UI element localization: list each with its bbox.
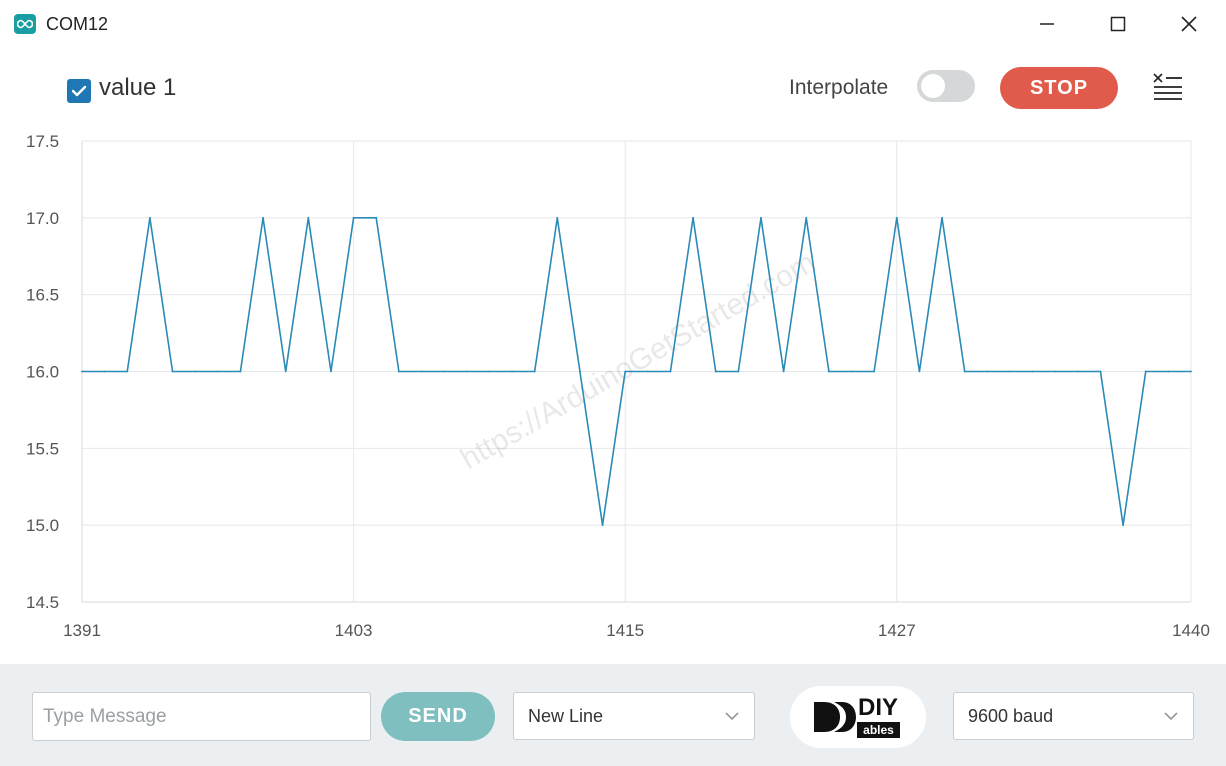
data-point	[216, 370, 219, 373]
data-point	[760, 216, 762, 219]
data-point	[126, 370, 129, 373]
baud-rate-select[interactable]: 9600 baud	[953, 692, 1194, 740]
data-point	[375, 216, 378, 219]
data-point	[465, 370, 468, 373]
data-point	[443, 370, 446, 373]
data-point	[262, 216, 264, 219]
data-point	[941, 216, 943, 219]
stop-button[interactable]: STOP	[1000, 67, 1118, 109]
line-ending-select[interactable]: New Line	[513, 692, 755, 740]
baud-rate-value: 9600 baud	[968, 705, 1054, 726]
data-point	[1099, 370, 1102, 373]
minimize-button[interactable]	[1024, 6, 1070, 42]
maximize-icon	[1110, 16, 1126, 32]
data-point	[624, 370, 627, 373]
data-point	[918, 370, 921, 373]
data-point	[1076, 370, 1079, 373]
data-point	[148, 216, 151, 219]
data-point	[352, 216, 355, 219]
y-tick-label: 17.0	[26, 209, 59, 228]
data-point	[533, 370, 536, 373]
chevron-down-icon	[1164, 712, 1178, 721]
series-line-value-1	[82, 217, 1191, 526]
message-input[interactable]	[32, 692, 371, 741]
y-tick-label: 14.5	[26, 593, 59, 612]
data-point	[963, 370, 966, 373]
clear-plot-button[interactable]	[1150, 72, 1184, 102]
x-tick-label: 1415	[606, 621, 644, 640]
title-bar	[0, 0, 1226, 48]
x-tick-label: 1391	[63, 621, 101, 640]
logo-mark-icon	[814, 702, 856, 732]
data-point	[873, 370, 876, 373]
data-point	[714, 370, 717, 373]
series-label[interactable]: value 1	[99, 74, 177, 101]
data-point	[805, 216, 808, 219]
toggle-knob	[921, 74, 945, 98]
data-point	[1122, 524, 1125, 527]
close-button[interactable]	[1166, 6, 1212, 42]
chevron-down-icon	[725, 712, 739, 721]
data-point	[579, 370, 581, 373]
data-point	[103, 370, 106, 373]
data-point	[601, 524, 604, 527]
data-point	[284, 370, 287, 373]
y-tick-label: 17.5	[26, 132, 59, 151]
data-point	[556, 216, 559, 219]
interpolate-label: Interpolate	[789, 76, 889, 99]
data-point	[1054, 370, 1057, 373]
close-icon	[1181, 16, 1197, 32]
data-point	[737, 370, 740, 373]
data-point	[1144, 370, 1147, 373]
data-point	[194, 370, 197, 373]
data-point	[330, 370, 332, 373]
window-title: COM12	[46, 14, 109, 34]
data-point	[850, 370, 853, 373]
diyables-logo	[790, 686, 926, 748]
data-point	[646, 370, 649, 373]
data-point	[81, 370, 83, 373]
data-point	[782, 370, 785, 373]
y-tick-label: 15.0	[26, 516, 59, 535]
logo-text: DIY	[858, 694, 899, 721]
data-point	[397, 370, 400, 373]
data-point	[986, 370, 989, 373]
data-point	[692, 216, 694, 219]
data-point	[307, 216, 310, 219]
data-point	[1009, 370, 1011, 373]
maximize-button[interactable]	[1095, 6, 1141, 42]
data-point	[827, 370, 830, 373]
data-point	[420, 370, 423, 373]
data-point	[239, 370, 242, 373]
y-tick-label: 15.5	[26, 439, 59, 458]
send-button[interactable]: SEND	[381, 692, 495, 741]
y-tick-label: 16.0	[26, 363, 59, 382]
interpolate-toggle[interactable]	[917, 70, 975, 102]
series-checkbox[interactable]	[67, 79, 91, 103]
data-point	[511, 370, 513, 373]
data-point	[488, 370, 491, 373]
data-point	[171, 370, 174, 373]
data-point	[669, 370, 672, 373]
clear-list-icon	[1153, 73, 1182, 100]
data-point	[1190, 370, 1192, 373]
arduino-app-icon	[14, 14, 36, 34]
y-tick-label: 16.5	[26, 286, 59, 305]
watermark-text: https://ArduinoGetStarted.com	[455, 246, 821, 476]
line-ending-value: New Line	[528, 705, 604, 726]
logo-subtext: ables	[857, 722, 900, 738]
x-tick-label: 1440	[1172, 621, 1210, 640]
serial-plot-chart: 17.5 17.0 16.5 16.0 15.5 15.0 14.5 1391 1403 1415…	[0, 128, 1226, 664]
data-point	[1167, 370, 1170, 373]
data-point	[1031, 370, 1034, 373]
data-point	[895, 216, 898, 219]
minimize-icon	[1040, 23, 1054, 25]
x-tick-label: 1403	[335, 621, 373, 640]
x-tick-label: 1427	[878, 621, 916, 640]
check-icon	[71, 85, 87, 97]
